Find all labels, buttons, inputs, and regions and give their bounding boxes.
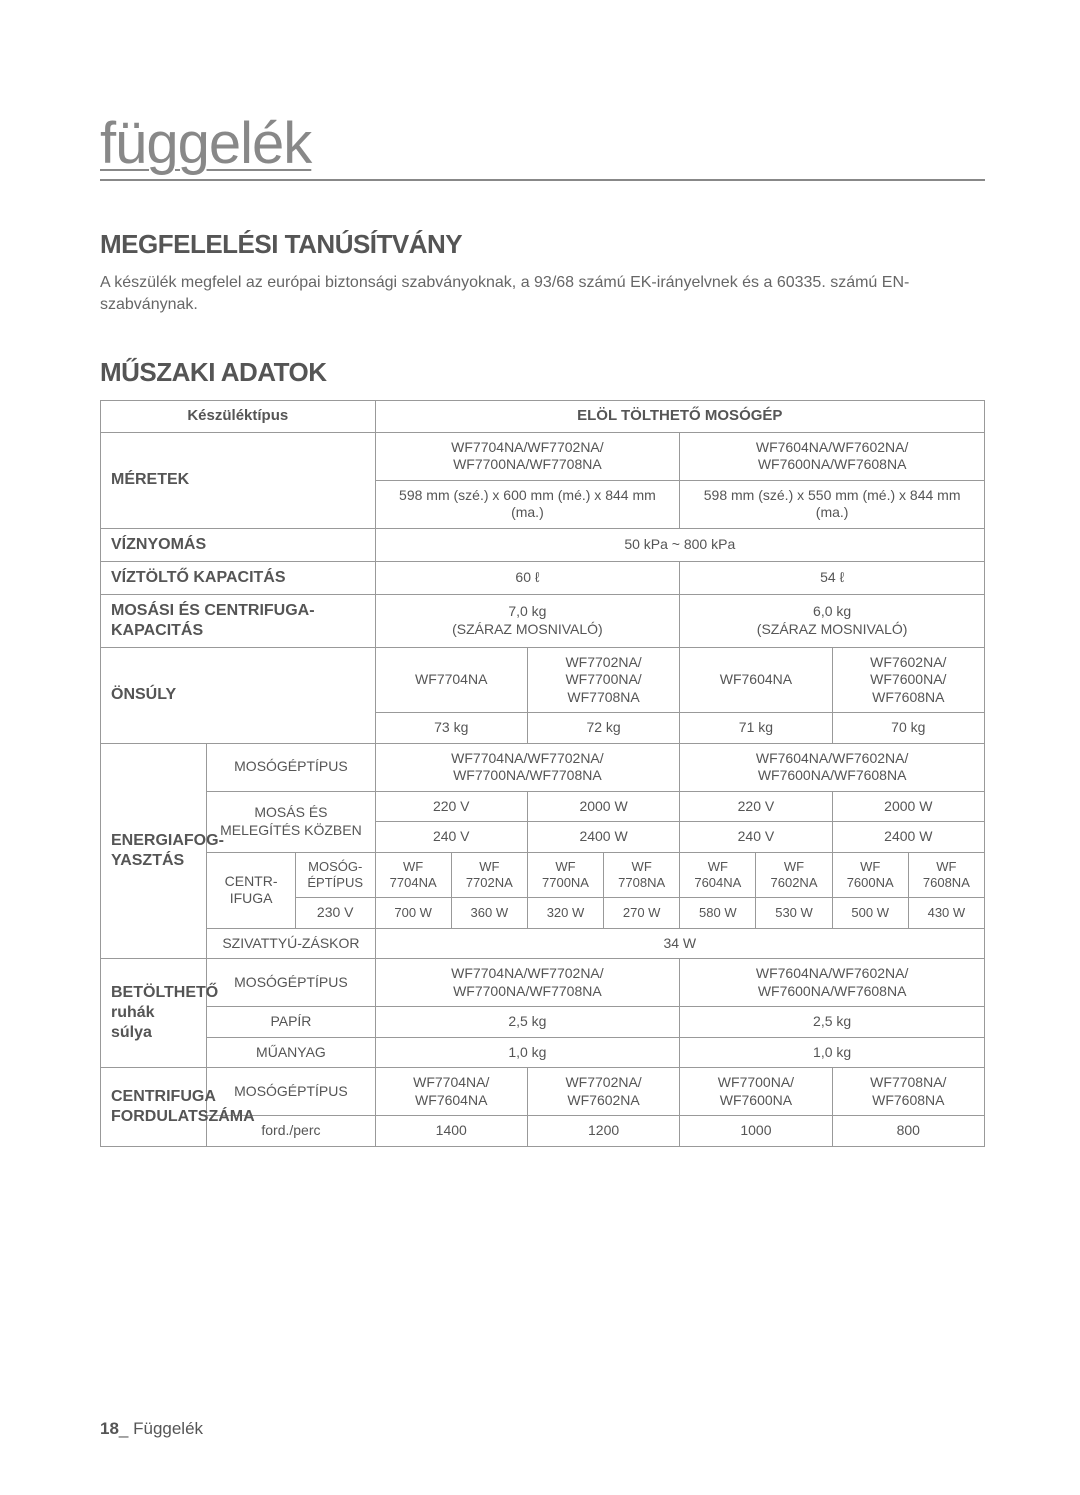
centr-label: CENTR-IFUGA	[207, 852, 296, 928]
m-a6: WF 7602NA	[756, 852, 832, 898]
wh-r1c4: 2000 W	[832, 791, 984, 822]
m-a3: WF 7700NA	[527, 852, 603, 898]
moso-type-label-2: MOSÓGÉPTÍPUS	[207, 959, 375, 1007]
sw-v1: 73 kg	[375, 713, 527, 744]
page-number: 18	[100, 1419, 119, 1438]
m-a7: WF 7600NA	[832, 852, 908, 898]
page-footer-label: _ Függelék	[119, 1419, 203, 1438]
pump-label: SZIVATTYÚ-ZÁSKOR	[207, 928, 375, 959]
rpm3: 1000	[680, 1116, 832, 1147]
wash-heat-label: MOSÁS ÉS MELEGÍTÉS KÖZBEN	[207, 791, 375, 852]
front-loader-label: ELÖL TÖLTHETŐ MOSÓGÉP	[375, 400, 984, 432]
w5: 580 W	[680, 898, 756, 929]
wh-r1c3: 220 V	[680, 791, 832, 822]
rpm2: 1200	[527, 1116, 679, 1147]
w2: 360 W	[451, 898, 527, 929]
conformance-title: MEGFELELÉSI TANÚSÍTVÁNY	[100, 229, 985, 260]
water-fill-label: VÍZTÖLTŐ KAPACITÁS	[101, 561, 376, 594]
w4: 270 W	[604, 898, 680, 929]
sw-v3: 71 kg	[680, 713, 832, 744]
self-weight-label: ÖNSÚLY	[101, 647, 376, 743]
wash-spin-cap-label: MOSÁSI ÉS CENTRIFUGA-KAPACITÁS	[101, 594, 376, 647]
wh-r2c2: 2400 W	[527, 822, 679, 853]
tech-title: MŰSZAKI ADATOK	[100, 357, 985, 388]
conformance-text: A készülék megfelel az európai biztonság…	[100, 272, 985, 317]
: 34 W	[375, 928, 984, 959]
models-big-left: WF7704NA/WF7702NA/WF7700NA/WF7708NA	[375, 432, 680, 480]
m-a5: WF 7604NA	[680, 852, 756, 898]
wh-r2c1: 240 V	[375, 822, 527, 853]
water-pressure-val: 50 kPa ~ 800 kPa	[375, 528, 984, 561]
v230-label: 230 V	[295, 898, 375, 929]
wh-r2c4: 2400 W	[832, 822, 984, 853]
load-label: BETÖLTHETŐ ruhák súlya	[101, 959, 207, 1068]
cf-m1: WF7704NA/WF7604NA	[375, 1068, 527, 1116]
water-fill-right: 54 ℓ	[680, 561, 985, 594]
wh-r1c1: 220 V	[375, 791, 527, 822]
sw-m3: WF7604NA	[680, 647, 832, 713]
rpm4: 800	[832, 1116, 984, 1147]
moso-type-left-1: WF7704NA/WF7702NA/WF7700NA/WF7708NA	[375, 743, 680, 791]
m-a4: WF 7708NA	[604, 852, 680, 898]
moso-ep-label: MOSÓG-ÉPTÍPUS	[295, 852, 375, 898]
sw-v4: 70 kg	[832, 713, 984, 744]
cf-m2: WF7702NA/WF7602NA	[527, 1068, 679, 1116]
water-fill-left: 60 ℓ	[375, 561, 680, 594]
moso-type-right-2: WF7604NA/WF7602NA/WF7600NA/WF7608NA	[680, 959, 985, 1007]
moso-type-label-1: MOSÓGÉPTÍPUS	[207, 743, 375, 791]
sw-m1: WF7704NA	[375, 647, 527, 713]
dims-right: 598 mm (szé.) x 550 mm (mé.) x 844 mm (m…	[680, 480, 985, 528]
paper-label: PAPÍR	[207, 1007, 375, 1038]
sw-m2: WF7702NA/WF7700NA/WF7708NA	[527, 647, 679, 713]
m-a2: WF 7702NA	[451, 852, 527, 898]
models-big-right: WF7604NA/WF7602NA/WF7600NA/WF7608NA	[680, 432, 985, 480]
moso-type-left-2: WF7704NA/WF7702NA/WF7700NA/WF7708NA	[375, 959, 680, 1007]
moso-type-right-1: WF7604NA/WF7602NA/WF7600NA/WF7608NA	[680, 743, 985, 791]
sw-v2: 72 kg	[527, 713, 679, 744]
m-a8: WF 7608NA	[908, 852, 984, 898]
water-pressure-label: VÍZNYOMÁS	[101, 528, 376, 561]
sw-m4: WF7602NA/WF7600NA/WF7608NA	[832, 647, 984, 713]
rpm1: 1400	[375, 1116, 527, 1147]
wh-r1c2: 2000 W	[527, 791, 679, 822]
w7: 500 W	[832, 898, 908, 929]
page-footer: 18_ Függelék	[100, 1419, 203, 1439]
cf-m3: WF7700NA/WF7600NA	[680, 1068, 832, 1116]
w3: 320 W	[527, 898, 603, 929]
plastic-label: MŰANYAG	[207, 1037, 375, 1068]
plastic-right: 1,0 kg	[680, 1037, 985, 1068]
paper-left: 2,5 kg	[375, 1007, 680, 1038]
energy-label: ENERGIAFOG-YASZTÁS	[101, 743, 207, 959]
wh-r2c3: 240 V	[680, 822, 832, 853]
page-header: függelék	[100, 110, 985, 181]
paper-right: 2,5 kg	[680, 1007, 985, 1038]
plastic-left: 1,0 kg	[375, 1037, 680, 1068]
wash-spin-cap-right: 6,0 kg(SZÁRAZ MOSNIVALÓ)	[680, 594, 985, 647]
centrif-label: CENTRIFUGA FORDULATSZÁMA	[101, 1068, 207, 1147]
device-type-label: Készüléktípus	[101, 400, 376, 432]
dims-label: MÉRETEK	[101, 432, 376, 528]
wash-spin-cap-left: 7,0 kg(SZÁRAZ MOSNIVALÓ)	[375, 594, 680, 647]
w8: 430 W	[908, 898, 984, 929]
w1: 700 W	[375, 898, 451, 929]
m-a1: WF 7704NA	[375, 852, 451, 898]
w6: 530 W	[756, 898, 832, 929]
page-header-text: függelék	[100, 111, 311, 176]
cf-m4: WF7708NA/WF7608NA	[832, 1068, 984, 1116]
spec-table: Készüléktípus ELÖL TÖLTHETŐ MOSÓGÉP MÉRE…	[100, 400, 985, 1147]
dims-left: 598 mm (szé.) x 600 mm (mé.) x 844 mm (m…	[375, 480, 680, 528]
